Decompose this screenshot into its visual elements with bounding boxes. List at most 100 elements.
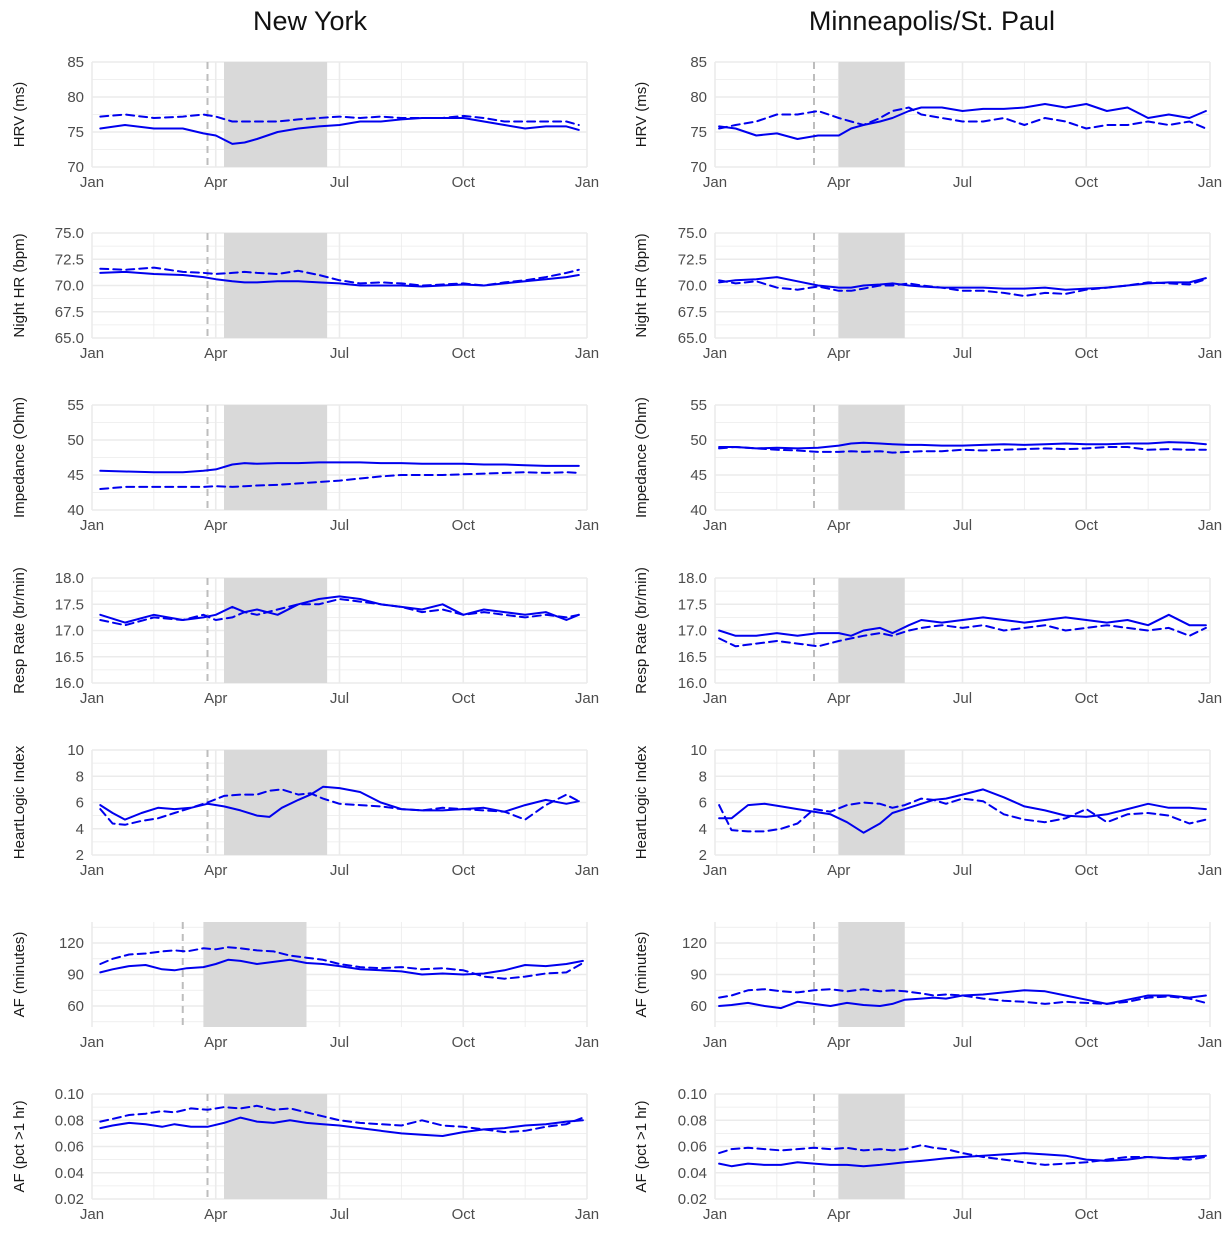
y-tick-label: 4 bbox=[699, 821, 707, 838]
x-tick-label: Jan bbox=[575, 1206, 599, 1223]
msp-panel-4: 16.0 16.5 17.0 17.5 18.0 Jan Apr Jul Oct Jan Resp … bbox=[633, 567, 1222, 707]
series-line-dashed bbox=[99, 788, 580, 826]
y-tick-label: 70 bbox=[67, 159, 84, 176]
x-tick-label: Apr bbox=[827, 1206, 850, 1223]
x-tick-label: Oct bbox=[1075, 345, 1099, 362]
x-tick-label: Apr bbox=[204, 1206, 227, 1223]
y-tick-label: 60 bbox=[67, 998, 84, 1015]
y-tick-label: 2 bbox=[699, 847, 707, 864]
x-tick-label: Oct bbox=[1075, 862, 1099, 879]
y-tick-label: 6 bbox=[76, 795, 84, 812]
x-tick-label: Oct bbox=[452, 345, 476, 362]
x-tick-label: Jan bbox=[80, 174, 104, 191]
y-tick-label: 4 bbox=[76, 821, 84, 838]
y-tick-label: 17.0 bbox=[55, 623, 84, 640]
y-tick-label: 80 bbox=[690, 89, 707, 106]
y-axis-title: AF (minutes) bbox=[633, 932, 650, 1018]
x-tick-label: Jan bbox=[80, 690, 104, 707]
y-tick-label: 0.06 bbox=[55, 1139, 84, 1156]
x-tick-label: Oct bbox=[1075, 174, 1099, 191]
x-tick-label: Jul bbox=[330, 862, 349, 879]
series-line-solid bbox=[718, 613, 1207, 637]
shaded-period bbox=[838, 1094, 905, 1199]
y-tick-label: 2 bbox=[76, 847, 84, 864]
y-axis-title: HRV (ms) bbox=[11, 82, 28, 148]
shaded-period bbox=[838, 62, 905, 167]
x-tick-label: Jan bbox=[80, 1034, 104, 1051]
y-tick-label: 80 bbox=[67, 89, 84, 106]
series-line-dashed bbox=[718, 278, 1207, 297]
y-tick-label: 75.0 bbox=[55, 225, 84, 242]
y-tick-label: 75.0 bbox=[678, 225, 707, 242]
y-tick-label: 17.0 bbox=[678, 623, 707, 640]
y-tick-label: 85 bbox=[67, 54, 84, 71]
ny-panel-2: 65.0 67.5 70.0 72.5 75.0 Jan Apr Jul Oct Jan Night… bbox=[11, 225, 599, 362]
msp-panel-6: 60 90 120 Jan Apr Jul Oct Jan AF (minutes) bbox=[633, 922, 1222, 1051]
x-tick-label: Oct bbox=[452, 174, 476, 191]
y-tick-label: 16.0 bbox=[678, 675, 707, 692]
y-tick-label: 90 bbox=[690, 967, 707, 984]
column-title-new-york: New York bbox=[252, 6, 368, 36]
x-tick-label: Oct bbox=[1075, 690, 1099, 707]
x-tick-label: Jan bbox=[575, 1034, 599, 1051]
x-tick-label: Oct bbox=[1075, 1034, 1099, 1051]
y-tick-label: 10 bbox=[67, 742, 84, 759]
series-line-dashed bbox=[99, 598, 580, 627]
y-axis-title: AF (pct >1 hr) bbox=[633, 1100, 650, 1192]
x-tick-label: Jan bbox=[703, 345, 727, 362]
x-tick-label: Oct bbox=[452, 1034, 476, 1051]
x-tick-label: Jan bbox=[1198, 174, 1222, 191]
ny-panel-5: 2 4 6 8 10 Jan Apr Jul Oct Jan HeartLogic Index bbox=[11, 742, 599, 879]
x-tick-label: Oct bbox=[452, 1206, 476, 1223]
y-tick-label: 16.5 bbox=[678, 649, 707, 666]
y-tick-label: 72.5 bbox=[678, 251, 707, 268]
series-line-solid bbox=[99, 958, 584, 976]
ny-panel-1: 70 75 80 85 Jan Apr Jul Oct Jan HRV (ms) bbox=[11, 54, 599, 191]
x-tick-label: Jul bbox=[330, 174, 349, 191]
x-tick-label: Jan bbox=[1198, 517, 1222, 534]
x-tick-label: Jan bbox=[1198, 1034, 1222, 1051]
y-axis-title: Resp Rate (br/min) bbox=[633, 567, 650, 694]
ny-panel-7: 0.02 0.04 0.06 0.08 0.10 Jan Apr Jul Oct Jan AF (p… bbox=[11, 1086, 599, 1223]
x-tick-label: Jul bbox=[953, 1034, 972, 1051]
series-line-dashed bbox=[718, 797, 1207, 833]
x-tick-label: Jan bbox=[80, 1206, 104, 1223]
x-tick-label: Jul bbox=[953, 174, 972, 191]
series-line-dashed bbox=[718, 1144, 1207, 1166]
msp-panel-2: 65.0 67.5 70.0 72.5 75.0 Jan Apr Jul Oct Jan Night… bbox=[633, 225, 1222, 362]
series-line-dashed bbox=[718, 446, 1207, 454]
x-tick-label: Jan bbox=[575, 345, 599, 362]
x-tick-label: Jul bbox=[953, 345, 972, 362]
ny-panel-3: 40 45 50 55 Jan Apr Jul Oct Jan Impedance (Ohm) bbox=[11, 397, 599, 534]
y-tick-label: 0.10 bbox=[55, 1086, 84, 1103]
y-tick-label: 65.0 bbox=[55, 330, 84, 347]
y-tick-label: 70.0 bbox=[678, 278, 707, 295]
series-line-solid bbox=[718, 441, 1207, 450]
y-tick-label: 40 bbox=[67, 502, 84, 519]
shaded-period bbox=[838, 922, 905, 1027]
y-axis-title: HeartLogic Index bbox=[11, 745, 28, 859]
y-tick-label: 55 bbox=[690, 397, 707, 414]
y-tick-label: 8 bbox=[76, 768, 84, 785]
y-tick-label: 45 bbox=[690, 467, 707, 484]
x-tick-label: Jan bbox=[575, 174, 599, 191]
series-line-dashed bbox=[718, 624, 1207, 648]
y-tick-label: 40 bbox=[690, 502, 707, 519]
x-tick-label: Apr bbox=[827, 517, 850, 534]
x-tick-label: Jan bbox=[80, 345, 104, 362]
x-tick-label: Apr bbox=[827, 862, 850, 879]
series-line-dashed bbox=[99, 113, 580, 126]
y-tick-label: 0.02 bbox=[55, 1191, 84, 1208]
y-tick-label: 0.08 bbox=[678, 1112, 707, 1129]
y-tick-label: 75 bbox=[67, 124, 84, 141]
y-tick-label: 16.5 bbox=[55, 649, 84, 666]
y-tick-label: 18.0 bbox=[55, 570, 84, 587]
series-line-solid bbox=[99, 461, 580, 474]
x-tick-label: Jan bbox=[703, 1206, 727, 1223]
x-tick-label: Apr bbox=[204, 690, 227, 707]
x-tick-label: Apr bbox=[204, 1034, 227, 1051]
x-tick-label: Jan bbox=[575, 862, 599, 879]
x-tick-label: Oct bbox=[1075, 1206, 1099, 1223]
x-tick-label: Jan bbox=[1198, 345, 1222, 362]
